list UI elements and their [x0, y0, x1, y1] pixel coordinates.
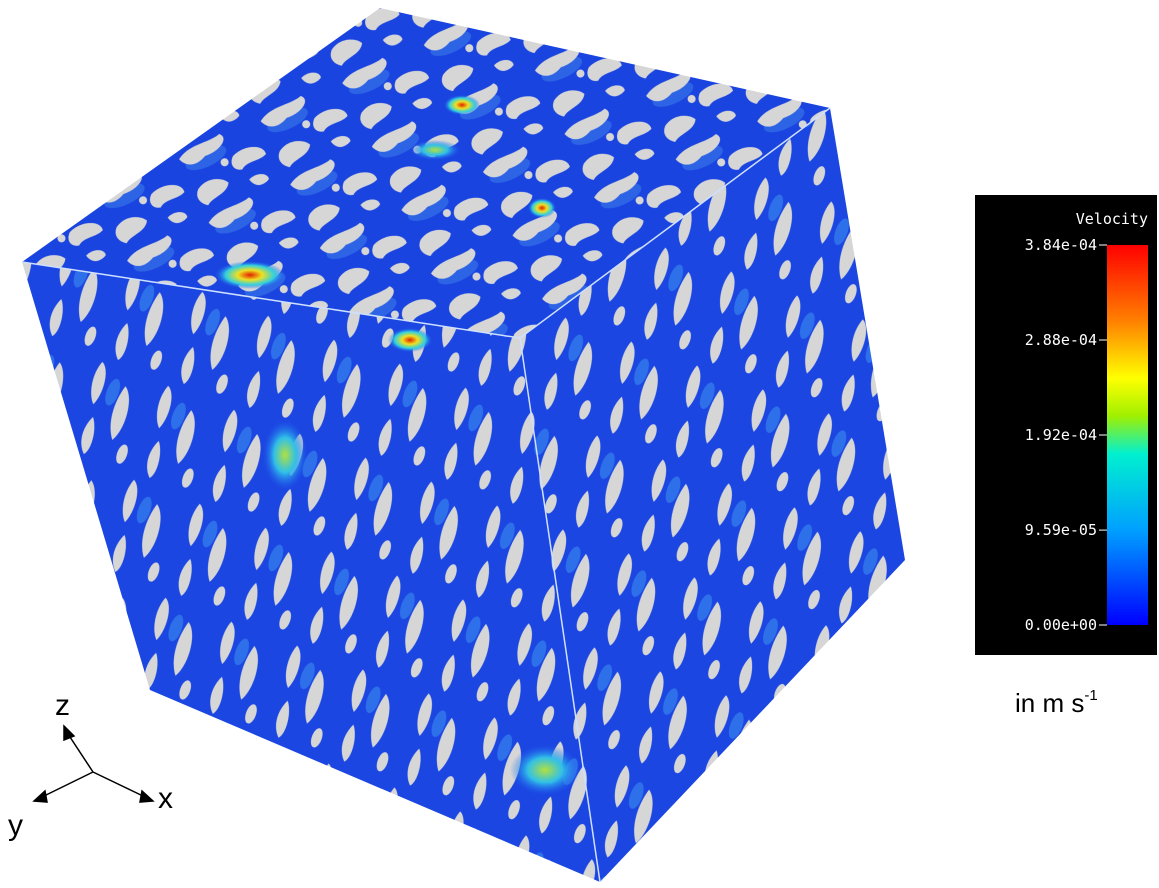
hotspot [528, 198, 556, 218]
z-axis-arrow [67, 733, 94, 773]
hotspot [444, 95, 480, 115]
unit-text: in m s [1015, 688, 1084, 718]
colorbar-tick-label: 2.88e-04 [1025, 331, 1097, 349]
colorbar-tick-label: 9.59e-05 [1025, 521, 1097, 539]
axes-triad [32, 724, 155, 803]
cube [21, 8, 905, 883]
hotspot [215, 261, 285, 289]
x-label: x [158, 782, 173, 815]
hotspot [410, 140, 460, 160]
y-label: y [8, 809, 23, 842]
colorbar-tick-label: 0.00e+00 [1025, 616, 1097, 634]
hotspot [263, 420, 307, 490]
colorbar: Velocity 3.84e-04 2.88e-04 1.92e-04 9.59e-0… [975, 195, 1157, 655]
unit-label: in m s-1 [1015, 687, 1098, 718]
colorbar-gradient [1107, 245, 1148, 625]
y-axis-arrow [41, 771, 94, 798]
colorbar-tick-label: 3.84e-04 [1025, 236, 1097, 254]
arrow-head [63, 724, 76, 742]
hotspot [388, 328, 432, 352]
cube-right [520, 108, 905, 882]
cube-edge [519, 337, 601, 883]
arrow-head [32, 789, 48, 803]
arrow-head [139, 789, 155, 803]
cube-top [22, 8, 830, 338]
unit-superscript: -1 [1084, 687, 1097, 704]
hotspot [510, 745, 580, 795]
z-label: z [55, 689, 70, 722]
colorbar-title: Velocity [1076, 210, 1148, 228]
cube-left [22, 262, 600, 882]
x-axis-arrow [92, 771, 146, 798]
colorbar-tick-label: 1.92e-04 [1025, 426, 1097, 444]
